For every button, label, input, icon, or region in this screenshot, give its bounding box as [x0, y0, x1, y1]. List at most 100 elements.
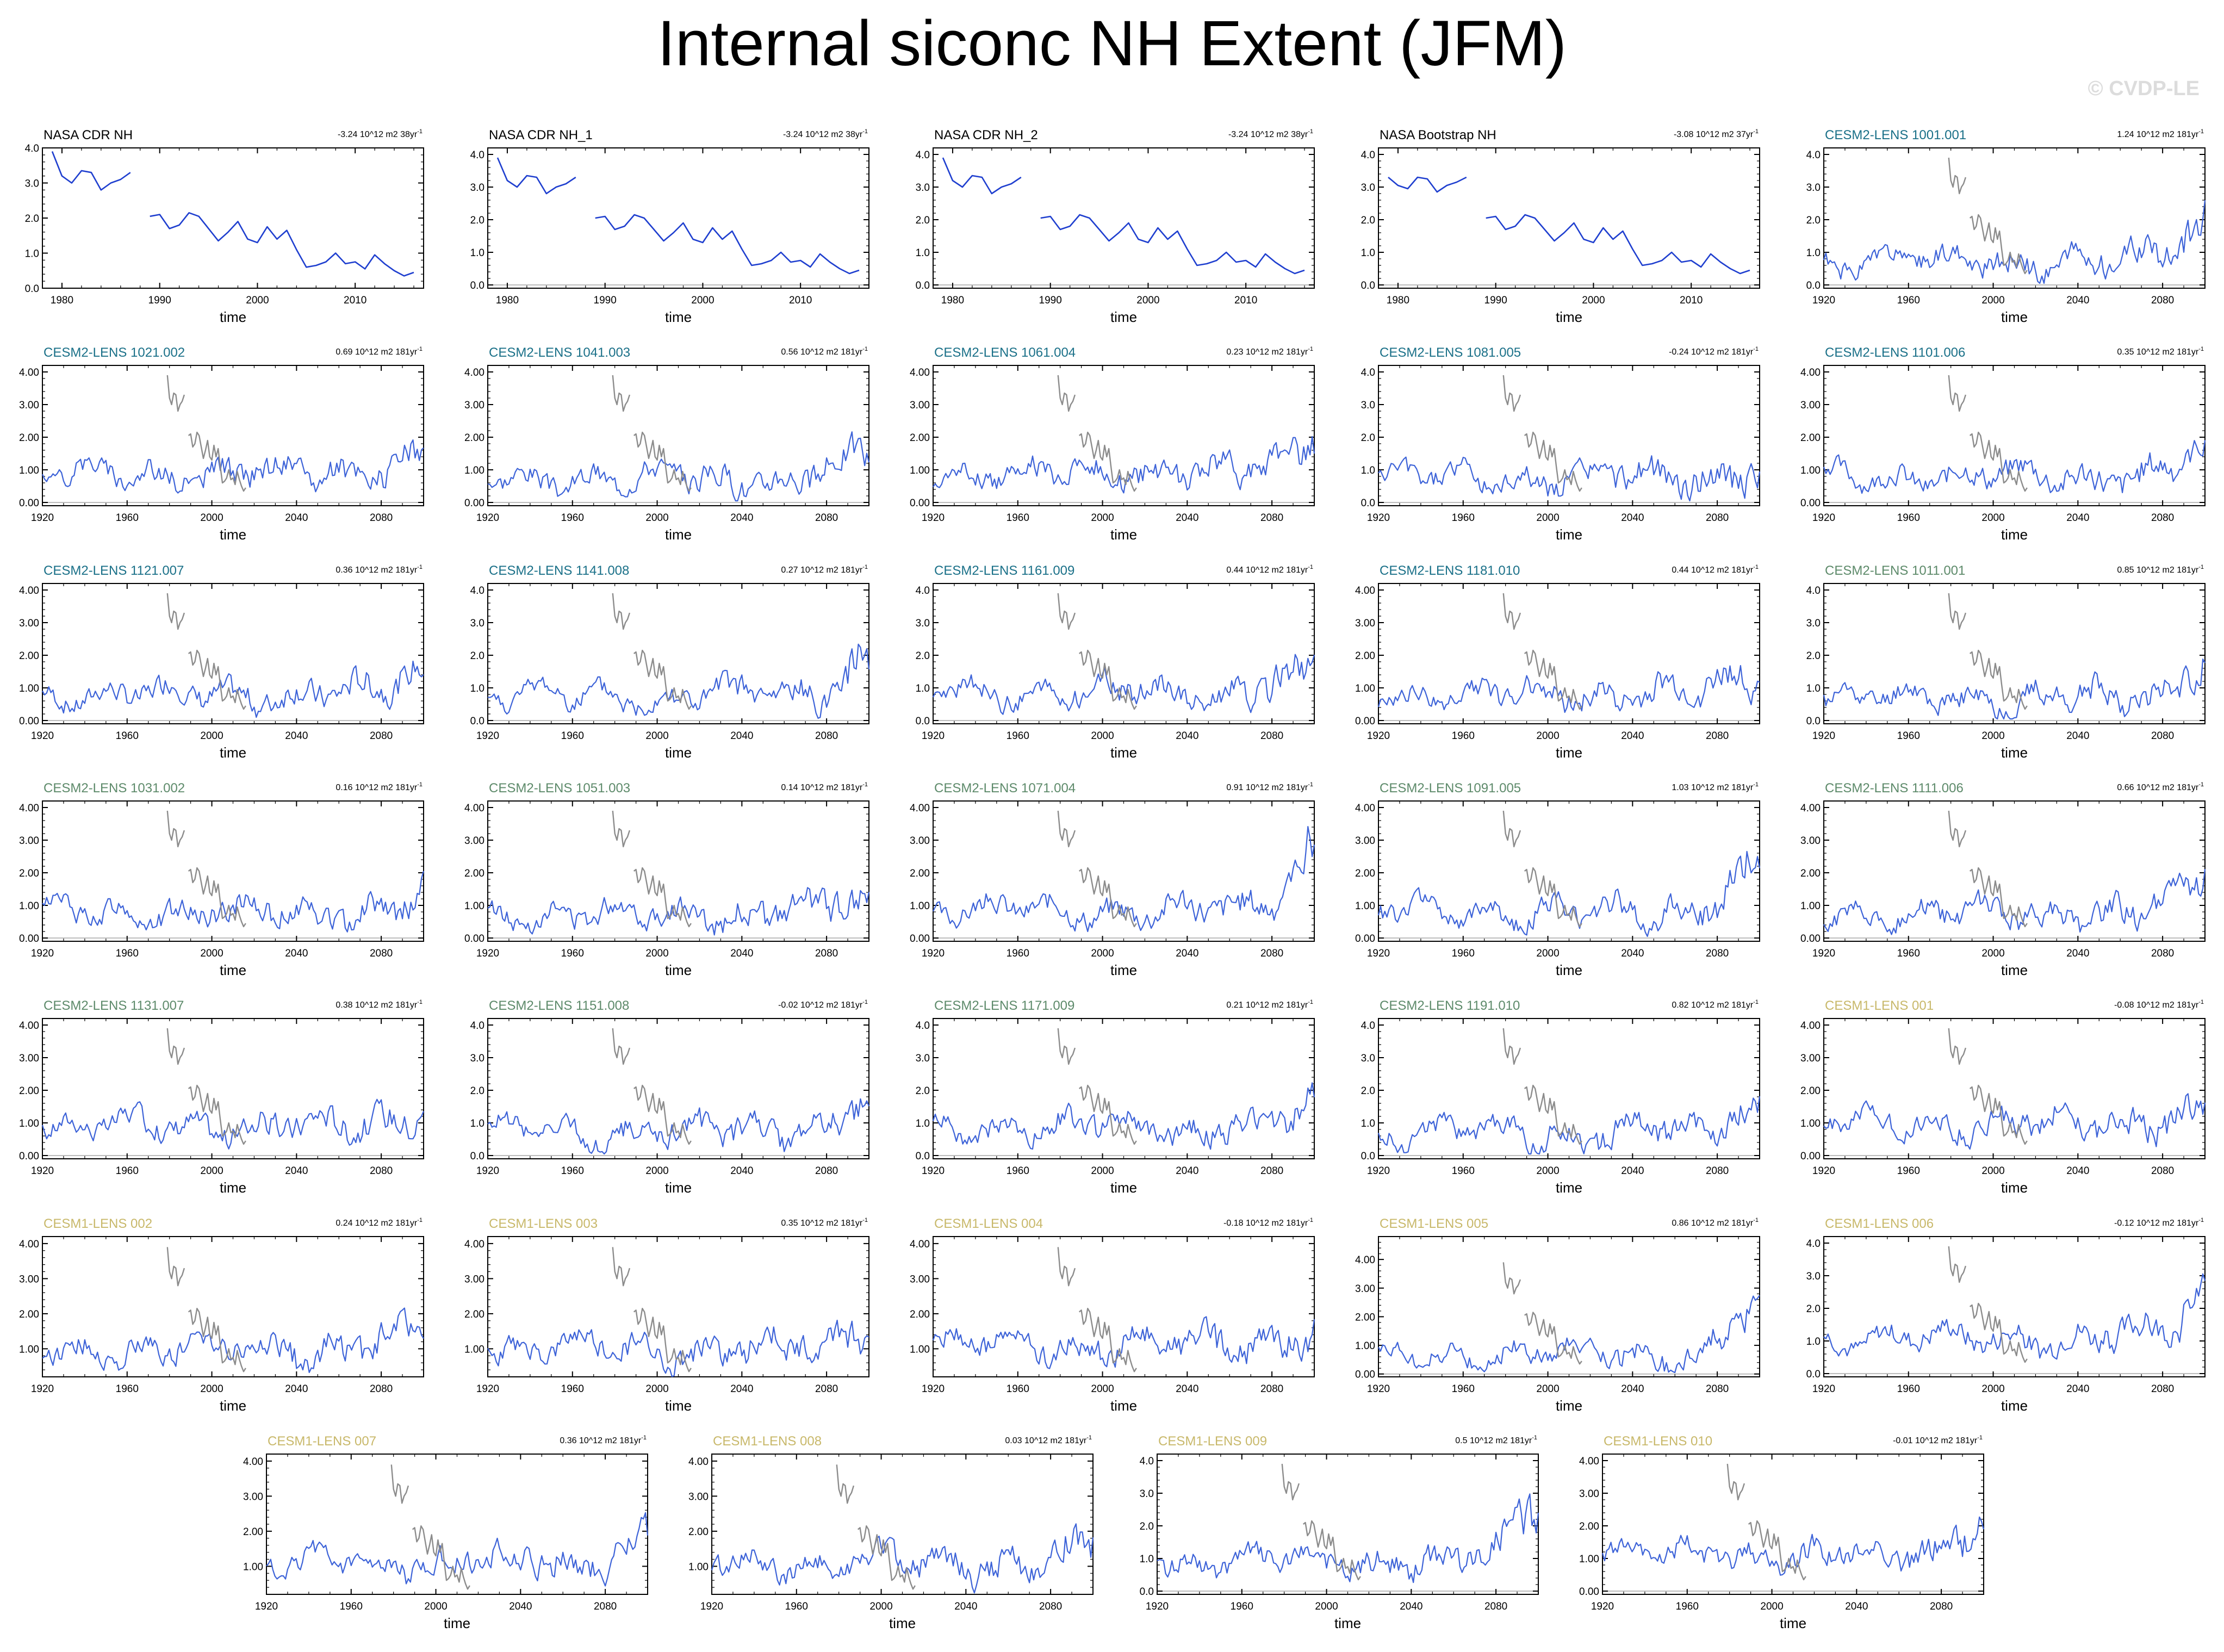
- y-tick-label: 0.0: [1361, 280, 1375, 291]
- plot-frame: [1378, 1236, 1760, 1377]
- x-tick-label: 1960: [340, 1601, 363, 1612]
- x-tick-label: 2040: [2066, 730, 2089, 742]
- trend-label: 0.82 10^12 m2 181yr-1: [1672, 999, 1759, 1010]
- trend-label: -3.24 10^12 m2 38yr-1: [783, 128, 868, 139]
- panel-title: CESM1-LENS 009: [1158, 1434, 1267, 1449]
- panel-title: CESM1-LENS 002: [44, 1216, 152, 1231]
- panel-title: NASA CDR NH_2: [934, 128, 1038, 142]
- y-tick-label: 2.0: [1361, 1085, 1375, 1097]
- chart-panel-8: CESM2-LENS 1081.005 -0.24 10^12 m2 181yr-…: [1361, 345, 1761, 543]
- x-tick-label: 2080: [1260, 1383, 1283, 1395]
- panel-title: CESM2-LENS 1101.006: [1825, 345, 1965, 360]
- x-tick-label: 1920: [922, 730, 945, 742]
- y-tick-label: 3.0: [916, 1053, 930, 1064]
- y-tick-label: 2.0: [25, 213, 39, 225]
- x-tick-label: 1920: [476, 730, 499, 742]
- obs-overlay-line: [1502, 593, 1521, 630]
- x-tick-label: 1960: [1897, 512, 1920, 524]
- y-tick-label: 1.00: [19, 465, 39, 476]
- obs-overlay-line: [188, 867, 246, 928]
- x-tick-label: 2080: [815, 1383, 838, 1395]
- y-tick-label: 3.00: [910, 1274, 930, 1285]
- obs-overlay-line: [166, 810, 185, 848]
- y-tick-label: 4.00: [688, 1456, 709, 1468]
- x-axis-label: time: [1780, 1615, 1806, 1631]
- x-axis-label: time: [2001, 962, 2028, 978]
- x-tick-label: 2040: [1176, 948, 1198, 959]
- x-tick-label: 1960: [785, 1601, 808, 1612]
- model-series-line: [1823, 869, 2206, 935]
- x-tick-label: 2080: [815, 1165, 838, 1177]
- y-tick-label: 3.00: [910, 835, 930, 847]
- x-tick-label: 1920: [1812, 948, 1835, 959]
- y-tick-label: 2.00: [688, 1526, 709, 1538]
- chart-panel-24: CESM1-LENS 001 -0.08 10^12 m2 181yr-1 0.00…: [1800, 998, 2206, 1196]
- x-tick-label: 2000: [1582, 295, 1605, 306]
- x-tick-label: 2010: [344, 295, 366, 306]
- x-tick-label: 2000: [1136, 295, 1159, 306]
- y-tick-label: 1.0: [1806, 683, 1821, 694]
- x-tick-label: 2040: [2066, 948, 2089, 959]
- y-tick-label: 2.00: [1800, 432, 1821, 444]
- y-tick-label: 2.00: [1355, 868, 1375, 879]
- trend-label: 0.35 10^12 m2 181yr-1: [2117, 346, 2204, 357]
- panel-title: CESM2-LENS 1001.001: [1825, 128, 1966, 142]
- y-tick-label: 1.00: [464, 1344, 484, 1355]
- x-tick-label: 2080: [2151, 948, 2174, 959]
- y-tick-label: 1.00: [1355, 900, 1375, 912]
- x-axis-label: time: [220, 1398, 246, 1414]
- x-tick-label: 2000: [645, 1383, 668, 1395]
- x-tick-label: 2080: [815, 512, 838, 524]
- obs-overlay-line: [1969, 649, 2028, 710]
- x-tick-label: 2080: [815, 948, 838, 959]
- plot-frame: [1602, 1454, 1984, 1595]
- x-tick-label: 2040: [1176, 512, 1198, 524]
- obs-overlay-line: [412, 1525, 470, 1590]
- y-tick-label: 3.00: [19, 400, 39, 411]
- trend-label: -0.01 10^12 m2 181yr-1: [1893, 1434, 1983, 1445]
- y-tick-label: 3.00: [1800, 1053, 1821, 1064]
- model-series-line: [42, 1307, 424, 1373]
- y-tick-label: 2.0: [1806, 215, 1821, 226]
- x-tick-label: 2040: [1621, 730, 1644, 742]
- obs-overlay-line: [166, 593, 185, 630]
- x-tick-label: 2000: [1981, 512, 2004, 524]
- x-tick-label: 2040: [730, 512, 753, 524]
- obs-overlay-line: [1078, 431, 1137, 492]
- y-tick-label: 4.00: [1579, 1456, 1599, 1467]
- model-series-line: [1823, 1273, 2206, 1360]
- x-tick-label: 1920: [476, 512, 499, 524]
- x-tick-label: 1920: [1812, 1383, 1835, 1395]
- y-tick-label: 0.00: [19, 1151, 39, 1162]
- x-tick-label: 2040: [285, 948, 308, 959]
- x-tick-label: 1920: [922, 1165, 945, 1177]
- trend-label: 0.85 10^12 m2 181yr-1: [2117, 564, 2204, 575]
- y-tick-label: 3.00: [688, 1491, 709, 1502]
- obs-overlay-line: [1969, 867, 2028, 928]
- x-tick-label: 1960: [116, 512, 139, 524]
- y-tick-label: 4.0: [1140, 1456, 1154, 1467]
- x-tick-label: 2000: [1760, 1601, 1783, 1612]
- y-tick-label: 4.0: [470, 150, 484, 161]
- model-series-line: [41, 1098, 425, 1150]
- y-tick-label: 3.0: [25, 178, 39, 190]
- x-tick-label: 2000: [1981, 948, 2004, 959]
- y-tick-label: 1.00: [464, 465, 484, 476]
- x-tick-label: 1960: [1007, 730, 1029, 742]
- obs-overlay-line: [612, 375, 631, 412]
- trend-label: 0.36 10^12 m2 181yr-1: [336, 564, 423, 575]
- y-tick-label: 4.0: [916, 585, 930, 597]
- panel-title: NASA CDR NH: [44, 128, 133, 142]
- y-tick-label: 3.0: [1361, 1053, 1375, 1064]
- obs-overlay-line: [188, 1307, 246, 1372]
- y-tick-label: 1.0: [1140, 1554, 1154, 1565]
- y-tick-label: 1.0: [1806, 1336, 1821, 1347]
- obs-overlay-line: [1969, 431, 2028, 492]
- y-tick-label: 3.00: [243, 1491, 263, 1502]
- y-tick-label: 1.00: [910, 465, 930, 476]
- x-tick-label: 1920: [922, 1383, 945, 1395]
- page-title: Internal siconc NH Extent (JFM): [657, 8, 1567, 79]
- chart-panel-0: NASA CDR NH -3.24 10^12 m2 38yr-1 0.0 1.0 2.…: [25, 128, 424, 325]
- panel-title: NASA CDR NH_1: [489, 128, 593, 142]
